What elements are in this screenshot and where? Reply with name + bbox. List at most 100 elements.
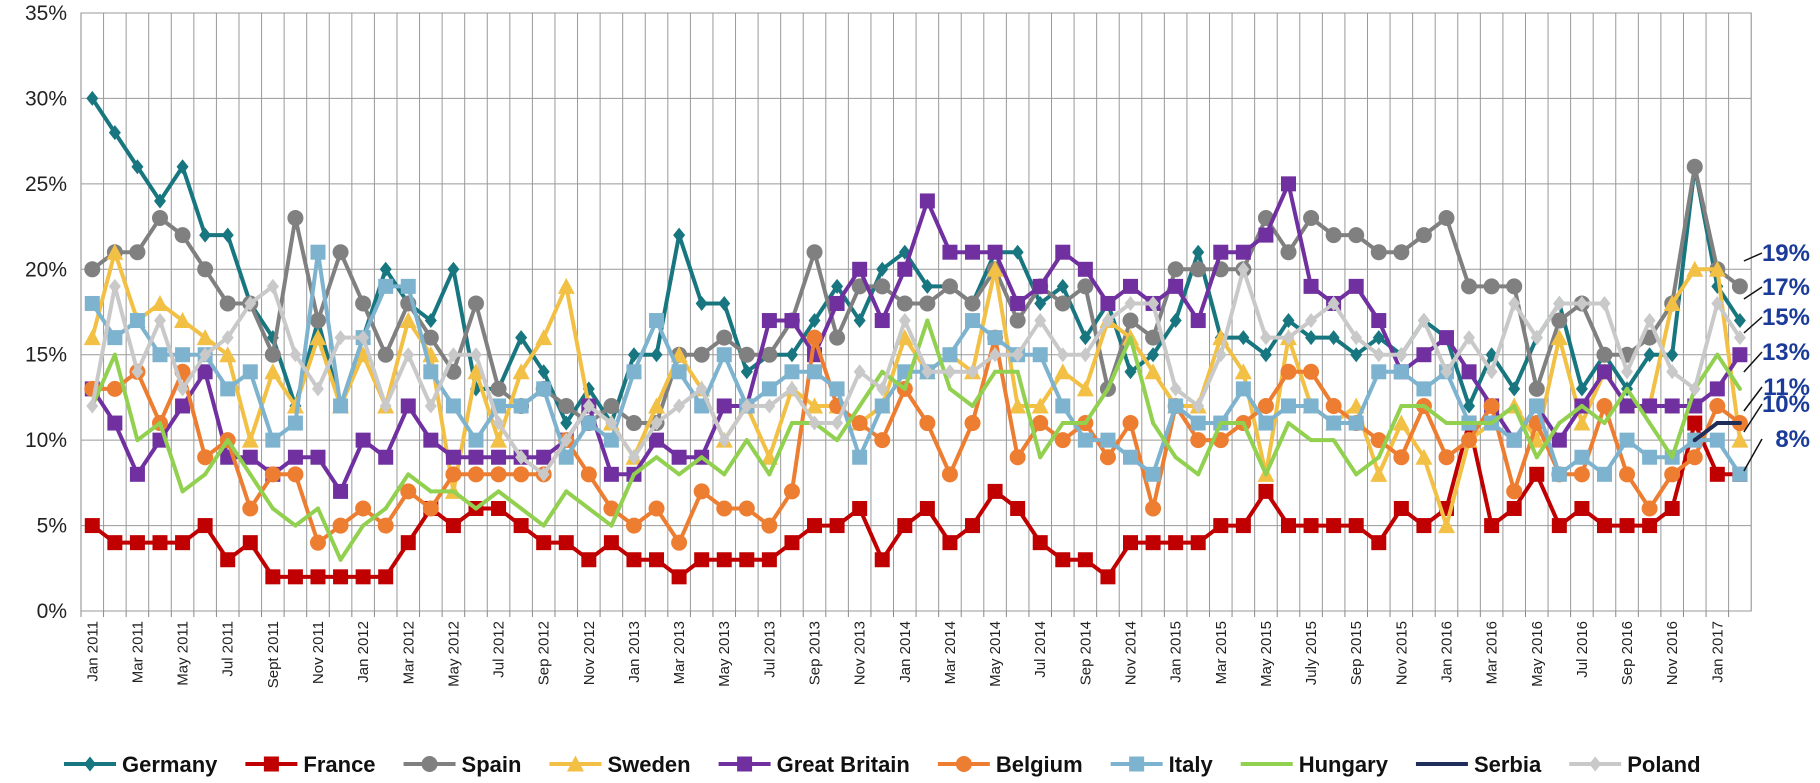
marker xyxy=(1575,295,1588,311)
legend-item: Belgium xyxy=(937,752,1083,777)
marker xyxy=(1664,398,1680,414)
marker xyxy=(1056,278,1069,294)
marker xyxy=(1303,398,1319,414)
marker xyxy=(829,329,846,346)
marker xyxy=(987,244,1003,260)
x-tick-label: Jan 2014 xyxy=(897,621,914,683)
marker xyxy=(334,330,347,346)
marker xyxy=(199,227,212,243)
marker xyxy=(535,329,553,346)
marker xyxy=(1280,518,1296,534)
y-tick-label: 20% xyxy=(25,258,67,281)
marker xyxy=(1077,552,1093,568)
marker xyxy=(333,483,349,499)
marker xyxy=(965,244,981,260)
x-tick-label: Sept 2011 xyxy=(265,621,282,688)
legend-label: Poland xyxy=(1627,752,1700,777)
marker xyxy=(806,397,824,414)
point xyxy=(1737,421,1742,426)
marker xyxy=(491,500,507,516)
marker xyxy=(1395,347,1408,363)
marker xyxy=(964,415,981,432)
marker xyxy=(897,261,913,277)
x-tick-label: July 2015 xyxy=(1303,621,1320,685)
point xyxy=(1105,386,1110,391)
marker xyxy=(129,244,146,261)
marker xyxy=(1483,397,1500,414)
point xyxy=(654,455,659,460)
marker xyxy=(603,432,619,448)
marker xyxy=(1437,517,1455,534)
leader-line xyxy=(1743,403,1763,433)
end-label: 17% xyxy=(1762,274,1810,301)
marker xyxy=(332,244,349,261)
marker xyxy=(1234,363,1252,380)
marker xyxy=(1551,466,1567,482)
marker xyxy=(1529,466,1545,482)
marker xyxy=(536,449,552,465)
marker xyxy=(694,552,710,568)
legend-item: France xyxy=(245,752,376,777)
marker xyxy=(1077,432,1093,448)
marker xyxy=(1733,313,1746,329)
marker xyxy=(1010,295,1026,311)
marker xyxy=(1190,432,1207,449)
marker xyxy=(1416,381,1432,397)
point xyxy=(586,506,591,511)
marker xyxy=(919,415,936,432)
marker xyxy=(447,347,460,363)
marker xyxy=(1145,500,1162,517)
point xyxy=(270,506,275,511)
marker xyxy=(287,449,303,465)
marker xyxy=(986,260,1004,277)
marker xyxy=(1123,278,1139,294)
point xyxy=(1421,403,1426,408)
marker xyxy=(1305,313,1318,329)
marker xyxy=(84,295,100,311)
marker xyxy=(761,346,778,363)
legend-item: Sweden xyxy=(549,752,691,777)
marker xyxy=(1168,535,1184,551)
marker xyxy=(265,432,281,448)
marker xyxy=(1032,535,1048,551)
marker xyxy=(649,313,665,329)
marker xyxy=(467,295,484,312)
legend-label: Italy xyxy=(1169,752,1214,777)
marker xyxy=(876,261,889,277)
marker xyxy=(422,329,439,346)
marker xyxy=(1192,398,1205,414)
marker xyxy=(310,449,326,465)
marker xyxy=(1124,295,1137,311)
marker xyxy=(354,346,372,363)
marker xyxy=(921,278,934,294)
marker xyxy=(1169,313,1182,329)
marker xyxy=(1079,330,1092,346)
marker xyxy=(1686,449,1703,466)
marker xyxy=(1235,244,1251,260)
marker xyxy=(400,535,416,551)
marker xyxy=(309,329,327,346)
marker xyxy=(1711,295,1724,311)
marker xyxy=(648,500,665,517)
marker xyxy=(1327,330,1340,346)
point xyxy=(1286,421,1291,426)
point xyxy=(767,472,772,477)
marker xyxy=(196,329,214,346)
marker xyxy=(1440,364,1453,380)
marker xyxy=(1325,397,1342,414)
leader-line xyxy=(1743,286,1763,300)
marker xyxy=(1079,347,1092,363)
marker xyxy=(1348,518,1364,534)
marker xyxy=(1642,398,1658,414)
marker xyxy=(1415,448,1433,465)
marker xyxy=(1733,330,1746,346)
end-label: 10% xyxy=(1762,391,1810,418)
marker xyxy=(357,330,370,346)
point xyxy=(970,403,975,408)
marker xyxy=(151,294,169,311)
marker xyxy=(718,432,731,448)
marker xyxy=(1123,449,1139,465)
x-tick-label: Sep 2012 xyxy=(536,621,553,685)
point xyxy=(1060,421,1065,426)
marker xyxy=(241,431,259,448)
